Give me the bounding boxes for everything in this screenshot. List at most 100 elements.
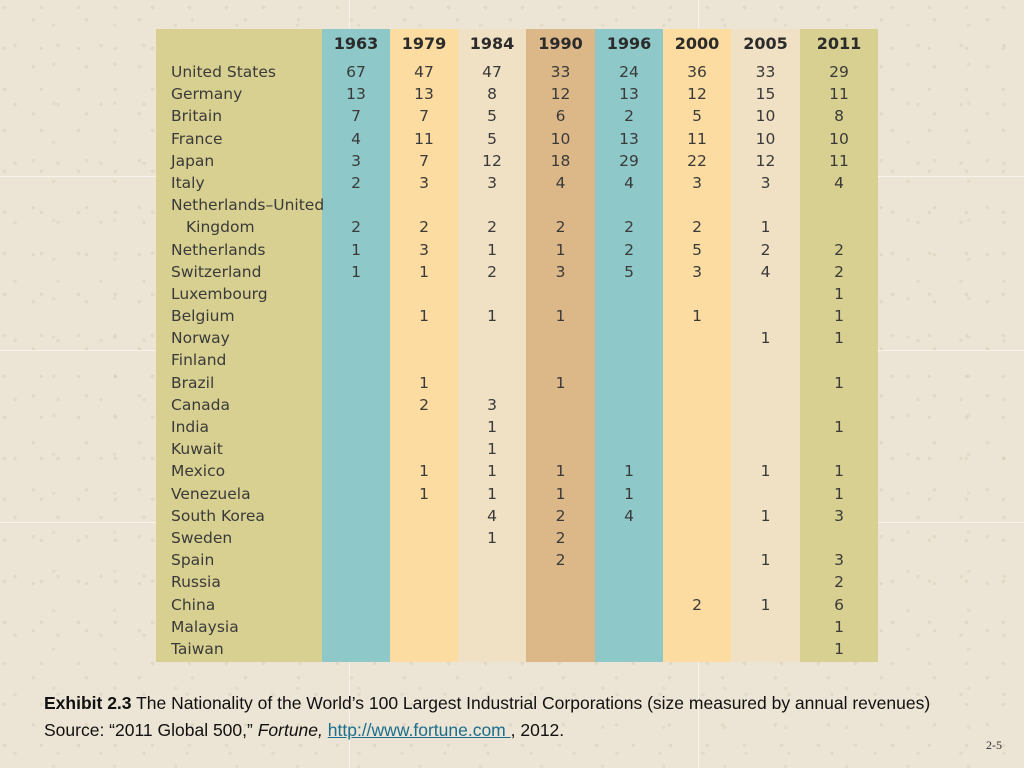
table-cell: 29 — [829, 63, 849, 81]
table-cell — [663, 283, 731, 305]
exhibit-caption: Exhibit 2.3 The Nationality of the World… — [44, 690, 984, 744]
table-cell: 6 — [834, 595, 844, 614]
table-cell: 5 — [692, 107, 702, 126]
table-cell — [731, 394, 800, 416]
table-cell: 2 — [624, 218, 634, 237]
table-cell: 1 — [555, 307, 566, 326]
table-cell: 1 — [624, 484, 634, 503]
table-cell: 3 — [351, 151, 361, 170]
table-cell — [800, 216, 878, 238]
table-cell — [663, 416, 731, 438]
table-cell: 12 — [755, 151, 776, 170]
table-cell: 8 — [834, 107, 844, 126]
country-label: Sweden — [171, 528, 233, 547]
fortune-link[interactable]: http://www.fortune.com — [327, 720, 511, 740]
table-cell: 2 — [555, 551, 566, 570]
table-cell — [322, 372, 390, 394]
table-cell — [800, 394, 878, 416]
table-cell — [663, 327, 731, 349]
table-cell — [595, 594, 663, 616]
table-cell: 1 — [419, 373, 429, 392]
label-column-bg — [156, 29, 322, 662]
table-cell: 36 — [687, 63, 707, 81]
table-cell: 15 — [755, 85, 776, 104]
table-cell — [595, 571, 663, 593]
table-cell — [663, 194, 731, 216]
table-cell: 33 — [550, 63, 571, 81]
table-cell: 7 — [419, 151, 429, 170]
table-cell — [526, 638, 595, 660]
table-cell: 1 — [834, 418, 844, 436]
table-cell: 3 — [487, 395, 497, 414]
table-cell — [390, 194, 458, 216]
table-cell — [663, 460, 731, 482]
table-cell: 1 — [692, 307, 702, 326]
table-cell — [322, 194, 390, 216]
table-cell: 3 — [692, 173, 702, 192]
table-cell: 1 — [834, 639, 844, 658]
table-cell — [458, 372, 526, 394]
table-cell — [322, 638, 390, 660]
year-header: 2011 — [816, 34, 862, 53]
table-cell — [458, 638, 526, 660]
table-cell — [322, 616, 390, 638]
table-cell — [526, 283, 595, 305]
table-cell: 1 — [760, 506, 771, 525]
table-cell: 2 — [487, 262, 497, 281]
year-header: 2000 — [674, 34, 720, 53]
table-cell — [731, 616, 800, 638]
table-cell: 1 — [555, 462, 566, 481]
table-cell — [595, 305, 663, 327]
table-cell — [800, 527, 878, 549]
table-cell: 2 — [419, 218, 429, 237]
table-cell: 1 — [834, 373, 844, 392]
table-cell: 11 — [687, 129, 707, 148]
table-cell — [800, 438, 878, 460]
table-cell — [390, 505, 458, 527]
table-cell — [322, 394, 390, 416]
table-cell — [526, 194, 595, 216]
table-cell: 1 — [834, 307, 844, 326]
year-header: 1996 — [606, 34, 652, 53]
table-cell: 1 — [419, 484, 429, 503]
year-header: 2005 — [743, 34, 788, 53]
table-cell: 4 — [834, 173, 844, 192]
country-label: Kuwait — [171, 440, 223, 459]
table-cell — [595, 549, 663, 571]
table-cell — [458, 327, 526, 349]
table-cell — [731, 638, 800, 660]
table-cell — [458, 349, 526, 371]
table-cell: 1 — [351, 262, 361, 281]
table-cell — [800, 194, 878, 216]
exhibit-table: 1963 1979 1984 1990 1996 2000 2005 2011 United S… — [156, 29, 878, 662]
table-cell: 5 — [487, 129, 497, 148]
table-cell — [390, 283, 458, 305]
table-cell — [731, 527, 800, 549]
table-cell: 18 — [550, 151, 571, 170]
table-cell — [390, 327, 458, 349]
table-cell: 2 — [624, 240, 634, 259]
table-cell — [390, 438, 458, 460]
table-cell — [322, 571, 390, 593]
table-cell — [458, 549, 526, 571]
table-cell: 1 — [351, 240, 361, 259]
table-cell: 13 — [414, 85, 434, 104]
table-cell — [322, 460, 390, 482]
table-cell — [663, 549, 731, 571]
table-cell: 1 — [760, 595, 771, 614]
table-cell: 10 — [550, 129, 571, 148]
year-column-bg — [526, 29, 595, 662]
table-cell: 1 — [624, 462, 634, 481]
table-cell — [731, 483, 800, 505]
table-cell — [663, 527, 731, 549]
table-cell: 4 — [487, 506, 497, 525]
table-cell — [390, 638, 458, 660]
table-cell — [595, 394, 663, 416]
table-cell: 10 — [829, 129, 849, 148]
table-cell — [595, 283, 663, 305]
table-cell: 2 — [555, 506, 566, 525]
table-cell — [731, 305, 800, 327]
table-cell — [731, 416, 800, 438]
table-cell: 12 — [687, 85, 707, 104]
table-cell — [458, 194, 526, 216]
